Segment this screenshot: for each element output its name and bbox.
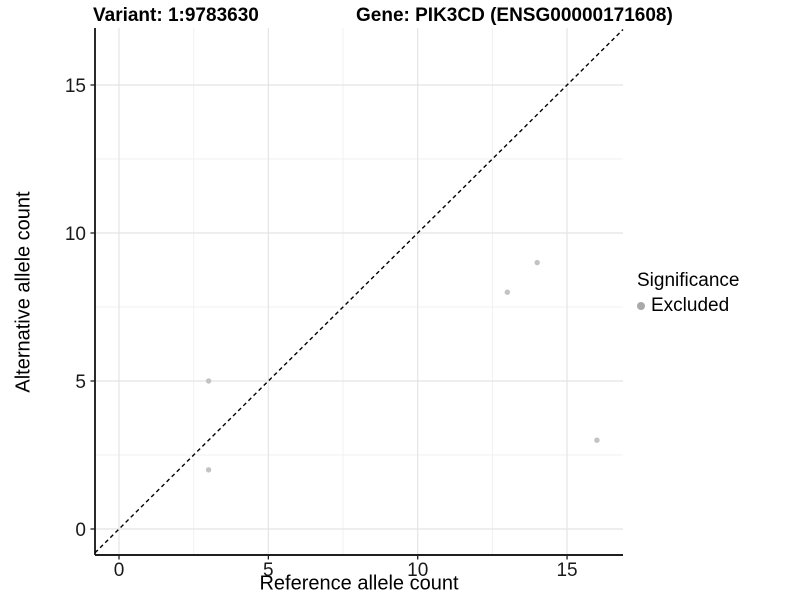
data-point xyxy=(205,467,212,473)
data-point xyxy=(205,378,212,384)
y-tick-label: 5 xyxy=(75,372,86,393)
data-point xyxy=(594,437,600,443)
y-tick-label: 10 xyxy=(65,224,86,245)
legend-key-dot-icon xyxy=(637,302,645,310)
plot-title-gene: Gene: PIK3CD (ENSG00000171608) xyxy=(356,5,673,26)
y-tick-label: 0 xyxy=(75,520,86,541)
y-axis-title: Alternative allele count xyxy=(12,191,35,393)
legend-entry-excluded: Excluded xyxy=(637,295,739,317)
x-axis-title: Reference allele count xyxy=(259,572,459,595)
x-tick-label: 0 xyxy=(114,560,125,581)
y-tick-label: 15 xyxy=(65,76,86,97)
x-tick-label: 10 xyxy=(407,560,428,581)
legend: Significance Excluded xyxy=(637,270,739,317)
plot-title-variant: Variant: 1:9783630 xyxy=(93,5,259,26)
x-tick-label: 15 xyxy=(556,560,577,581)
data-point xyxy=(504,289,511,295)
data-point xyxy=(534,259,540,266)
x-tick-label: 5 xyxy=(263,560,274,581)
legend-entry-label: Excluded xyxy=(651,295,730,316)
legend-title: Significance xyxy=(637,270,740,291)
